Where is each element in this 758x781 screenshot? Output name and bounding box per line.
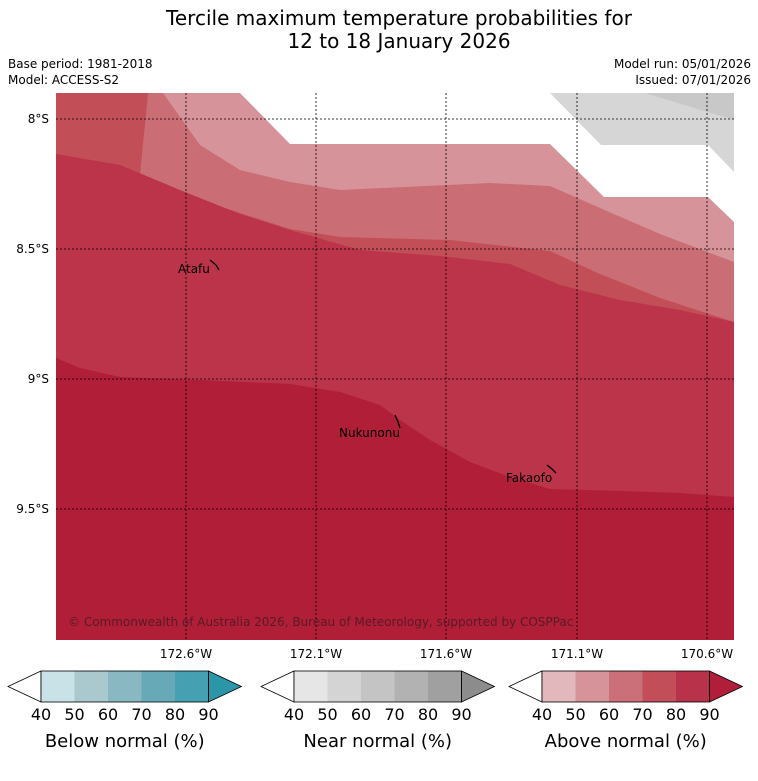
colorbar-legends: 40 50 60 70 80 90 Below normal (%) 40 50 60 70 80 90… <box>7 670 744 752</box>
above-normal-colorbar-tick: 70 <box>632 705 652 724</box>
near-normal-region-50 <box>588 93 734 120</box>
below-normal-colorbar-over-arrow <box>208 670 243 703</box>
above-normal-colorbar-outline <box>541 670 710 703</box>
above-normal-colorbar-under-arrow <box>508 670 543 703</box>
below-normal-colorbar-segment <box>108 671 142 702</box>
place-label-atafu: Atafu <box>178 262 210 276</box>
lat-label-9-5s: 9.5°S <box>16 502 49 516</box>
map-title-line-2: 12 to 18 January 2026 <box>287 29 511 53</box>
above-normal-colorbar-label: Above normal (%) <box>545 731 707 752</box>
lat-label-8s: 8°S <box>28 112 49 126</box>
below-normal-colorbar-segment <box>141 671 175 702</box>
below-normal-colorbar-segment <box>41 671 75 702</box>
near-normal-colorbar-tick: 60 <box>351 705 371 724</box>
above-normal-colorbar-over-arrow <box>709 670 744 703</box>
map-plot: Atafu Nukunonu Fakaofo © Commonwealth of… <box>56 93 734 640</box>
near-normal-colorbar-label: Near normal (%) <box>303 731 452 752</box>
near-normal-colorbar-tick: 40 <box>284 705 304 724</box>
lat-label-9s: 9°S <box>28 372 49 386</box>
base-period-text: Base period: 1981-2018 <box>8 57 153 71</box>
below-normal-colorbar: 40 50 60 70 80 90 Below normal (%) <box>7 670 243 752</box>
near-normal-colorbar-segment <box>294 671 328 702</box>
nukunonu-island <box>394 414 401 429</box>
above-normal-colorbar-tick: 80 <box>666 705 686 724</box>
above-normal-colorbar-segment <box>575 671 609 702</box>
above-normal-colorbar-segment <box>542 671 576 702</box>
above-normal-colorbar-segment <box>609 671 643 702</box>
above-normal-colorbar-segment <box>676 671 710 702</box>
above-normal-colorbar: 40 50 60 70 80 90 Above normal (%) <box>508 670 744 752</box>
atafu-island <box>209 259 220 271</box>
below-normal-colorbar-tick: 50 <box>64 705 84 724</box>
below-normal-colorbar-tick: 70 <box>131 705 151 724</box>
below-normal-colorbar-tick: 60 <box>98 705 118 724</box>
lat-label-8-5s: 8.5°S <box>16 242 49 256</box>
near-normal-colorbar-under-arrow <box>260 670 295 703</box>
above-normal-colorbar-tick: 60 <box>599 705 619 724</box>
below-normal-colorbar-outline <box>40 670 209 703</box>
near-normal-colorbar: 40 50 60 70 80 90 Near normal (%) <box>260 670 496 752</box>
below-normal-colorbar-segment <box>175 671 209 702</box>
near-normal-colorbar-tick: 80 <box>418 705 438 724</box>
below-normal-colorbar-label: Below normal (%) <box>45 731 205 752</box>
above-normal-colorbar-tick: 50 <box>565 705 585 724</box>
lon-label-170-6w: 170.6°W <box>681 647 733 661</box>
model-run-text: Model run: 05/01/2026 <box>613 57 751 71</box>
near-normal-colorbar-segment <box>327 671 361 702</box>
near-normal-colorbar-segment <box>361 671 395 702</box>
fakaofo-island <box>546 464 557 474</box>
place-label-nukunonu: Nukunonu <box>339 426 400 440</box>
near-normal-colorbar-over-arrow <box>461 670 496 703</box>
below-normal-colorbar-tick: 90 <box>198 705 218 724</box>
map-title-line-1: Tercile maximum temperature probabilitie… <box>166 6 632 30</box>
lon-label-172-6w: 172.6°W <box>160 647 212 661</box>
near-normal-colorbar-tick: 90 <box>451 705 471 724</box>
above-normal-colorbar-tick: 40 <box>532 705 552 724</box>
below-normal-colorbar-tick: 80 <box>165 705 185 724</box>
lon-label-171-1w: 171.1°W <box>551 647 603 661</box>
below-normal-colorbar-under-arrow <box>7 670 42 703</box>
model-text: Model: ACCESS-S2 <box>8 73 120 87</box>
lon-label-171-6w: 171.6°W <box>420 647 472 661</box>
below-normal-colorbar-segment <box>74 671 108 702</box>
near-normal-colorbar-tick: 70 <box>384 705 404 724</box>
near-normal-colorbar-segment <box>394 671 428 702</box>
gridlines <box>56 93 734 640</box>
near-normal-colorbar-outline <box>293 670 462 703</box>
above-normal-region-90 <box>56 358 734 640</box>
near-normal-colorbar-tick: 50 <box>317 705 337 724</box>
copyright-text: © Commonwealth of Australia 2026, Bureau… <box>68 615 573 629</box>
lon-label-172-1w: 172.1°W <box>290 647 342 661</box>
below-normal-colorbar-tick: 40 <box>31 705 51 724</box>
near-normal-region-40 <box>550 93 734 172</box>
place-label-fakaofo: Fakaofo <box>506 471 552 485</box>
near-normal-colorbar-segment <box>428 671 462 702</box>
above-normal-colorbar-tick: 90 <box>699 705 719 724</box>
above-normal-colorbar-segment <box>642 671 676 702</box>
issued-text: Issued: 07/01/2026 <box>635 73 751 87</box>
